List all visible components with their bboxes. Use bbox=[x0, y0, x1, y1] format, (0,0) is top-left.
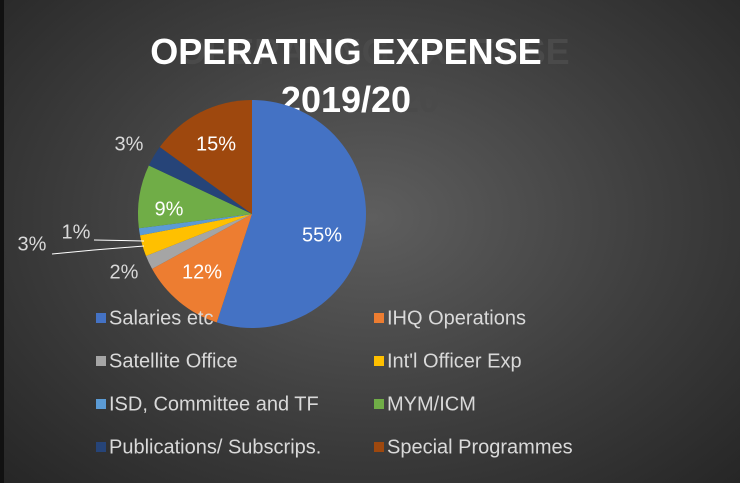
legend-label: Special Programmes bbox=[387, 436, 573, 458]
legend-label: Int'l Officer Exp bbox=[387, 350, 522, 372]
legend-label: IHQ Operations bbox=[387, 307, 526, 329]
data-label: 12% bbox=[182, 261, 222, 283]
pie-slice bbox=[216, 100, 366, 328]
leader-line bbox=[51, 245, 145, 255]
legend-label: Salaries etc bbox=[109, 307, 214, 329]
chart-title-shadow: OPERATING EXPENSE 2019/20 bbox=[178, 31, 570, 120]
legend-swatch bbox=[96, 356, 106, 366]
data-label: 9% bbox=[155, 198, 184, 220]
data-label: 3% bbox=[18, 233, 47, 255]
pie-slice bbox=[148, 146, 252, 214]
data-label: 15% bbox=[196, 133, 236, 155]
legend-swatch bbox=[374, 313, 384, 323]
legend-swatch bbox=[96, 442, 106, 452]
legend-label: Publications/ Subscrips. bbox=[109, 436, 321, 458]
data-label: 2% bbox=[110, 261, 139, 283]
data-label: 1% bbox=[62, 221, 91, 243]
pie-slice bbox=[140, 214, 252, 256]
data-label: 3% bbox=[115, 133, 144, 155]
legend-swatch bbox=[374, 399, 384, 409]
pie-slice bbox=[152, 214, 252, 323]
legend-swatch bbox=[96, 399, 106, 409]
pie-slice bbox=[137, 165, 252, 229]
plot: 55% 12% 2% 3% 1% 9% 3% 15% Salaries etc IHQ Opera… bbox=[18, 100, 573, 458]
pie-slice bbox=[146, 214, 252, 269]
legend-label: Satellite Office bbox=[109, 350, 238, 372]
legend-label: MYM/ICM bbox=[387, 393, 476, 415]
legend-swatch bbox=[374, 356, 384, 366]
legend-swatch bbox=[374, 442, 384, 452]
leader-line bbox=[93, 239, 145, 242]
pie-slice bbox=[159, 100, 252, 214]
data-label: 55% bbox=[302, 224, 342, 246]
legend-label: ISD, Committee and TF bbox=[109, 393, 319, 415]
pie-slice bbox=[138, 214, 252, 236]
legend-swatch bbox=[96, 313, 106, 323]
